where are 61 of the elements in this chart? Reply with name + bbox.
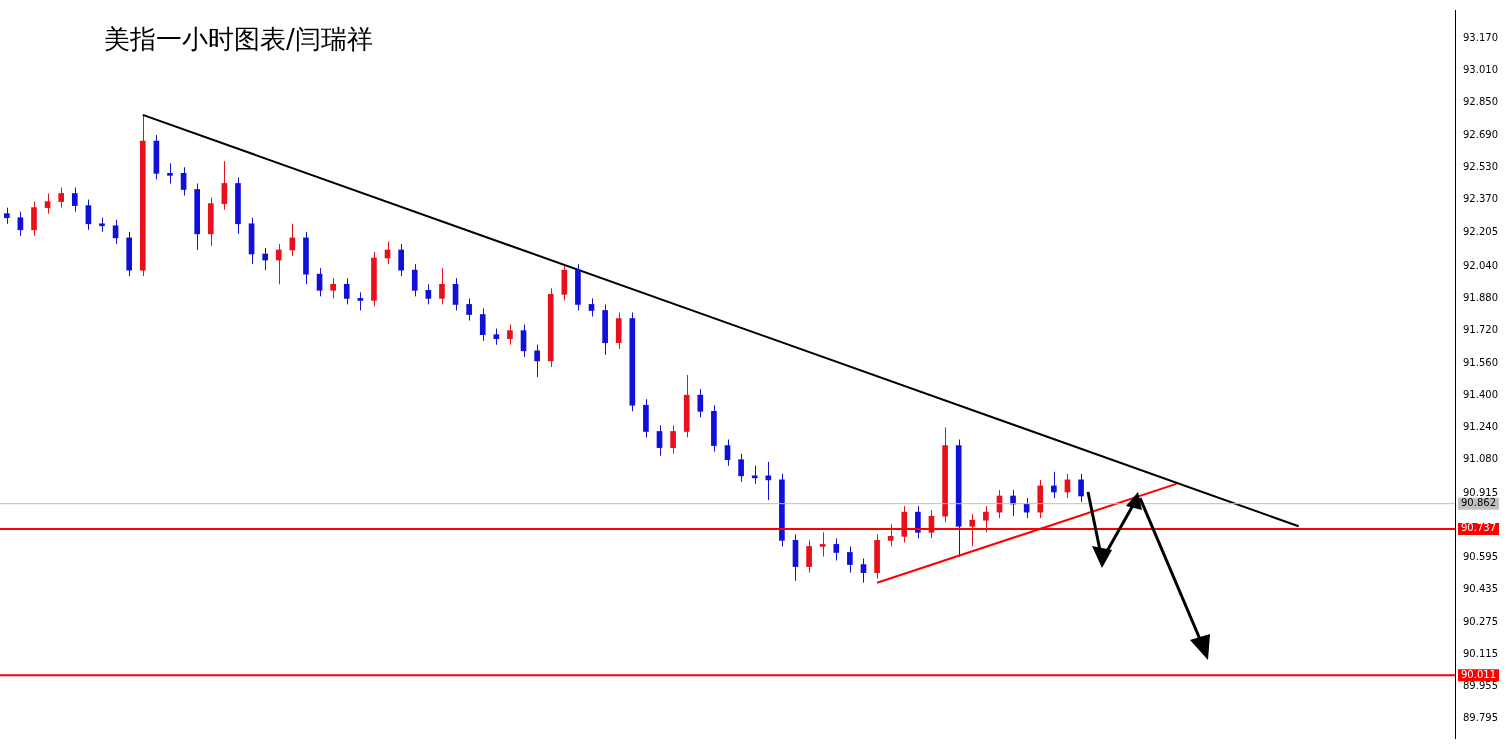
y-tick-label: 92.370 (1463, 193, 1499, 205)
candlestick (439, 267, 445, 305)
candlestick (860, 558, 867, 584)
y-tick-label: 90.115 (1463, 647, 1499, 659)
candlestick (819, 531, 826, 557)
y-tick-label: 90.435 (1463, 583, 1499, 595)
candlestick (167, 162, 173, 184)
y-tick-label: 92.040 (1463, 259, 1499, 271)
y-tick-label: 93.010 (1463, 64, 1499, 76)
y-tick-label: 91.560 (1463, 356, 1499, 368)
candlestick (1051, 471, 1057, 499)
candlestick (833, 537, 840, 562)
candlestick (969, 513, 976, 547)
y-tick-label: 91.240 (1463, 421, 1499, 433)
candlestick (738, 453, 744, 483)
candlestick (44, 193, 51, 215)
candlestick (357, 291, 364, 311)
candlestick (697, 388, 704, 418)
candlestick (425, 283, 432, 305)
y-tick-label: 92.530 (1463, 160, 1499, 172)
candlestick (983, 505, 989, 533)
candlestick (262, 247, 268, 271)
y-tick-label: 90.915 (1463, 486, 1499, 498)
candlestick (71, 186, 78, 213)
candlestick (887, 523, 894, 547)
candlestick (411, 263, 418, 297)
y-tick-label: 92.850 (1463, 96, 1499, 108)
y-tick-label: 91.080 (1463, 453, 1499, 465)
candlestick (915, 505, 921, 539)
candlestick (31, 201, 37, 237)
candlestick (398, 243, 404, 277)
y-tick-label: 93.170 (1463, 31, 1499, 43)
text: 美指一小时图表/闫瑞祥 (104, 23, 373, 56)
y-tick-label: 91.720 (1463, 324, 1499, 336)
y-tick-label: 89.955 (1463, 680, 1499, 692)
y-tick-label: 90.275 (1463, 615, 1499, 627)
candlestick (670, 424, 676, 455)
candlestick (534, 344, 540, 378)
y-tick-label: 92.205 (1463, 226, 1499, 238)
candlestick (507, 324, 513, 346)
y-tick-label: 91.400 (1463, 388, 1499, 400)
y-tick-label: 92.690 (1463, 128, 1499, 140)
candlestick (847, 545, 853, 574)
candlestick (479, 307, 486, 342)
y-tick-label: 91.880 (1463, 291, 1499, 303)
y-tick-label: 90.595 (1463, 551, 1499, 563)
ref-line-label: 90.737 (1461, 522, 1497, 534)
candlestick (343, 277, 350, 305)
ref-line-label: 90.862 (1461, 497, 1497, 509)
candlestick (466, 297, 472, 322)
candlestick (1078, 473, 1084, 503)
candlestick (58, 186, 65, 209)
candlestick (85, 199, 92, 231)
candlestick (806, 539, 812, 574)
y-tick-label: 89.795 (1463, 712, 1499, 724)
candlestick (275, 243, 282, 285)
candlestick (17, 211, 24, 237)
candlestick (330, 277, 336, 299)
candlestick (112, 219, 119, 245)
candlestick (588, 297, 595, 318)
ref-line-label: 90.011 (1461, 668, 1497, 680)
